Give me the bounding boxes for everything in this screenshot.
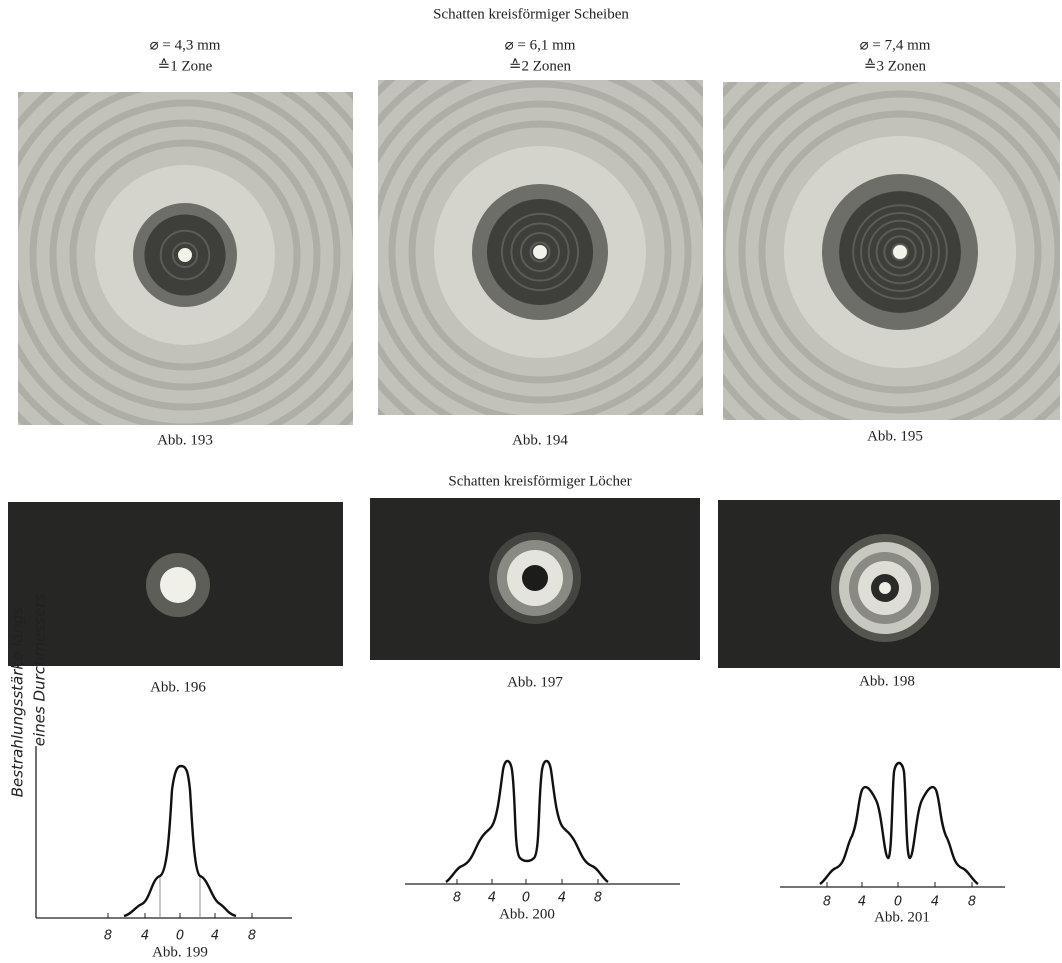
tick-label: 0 [522,891,530,906]
profile-plot: Abb. 201 [780,761,1005,925]
caption: Abb. 199 [152,944,208,960]
caption: Abb. 201 [874,909,930,925]
caption: Abb. 197 [507,674,563,690]
tick-label: 8 [594,891,602,906]
caption: Abb. 200 [499,906,555,922]
photo [718,500,1060,668]
section-title: Schatten kreisförmiger Löcher [448,473,631,489]
tick-label: 8 [104,929,112,944]
tick-label: 4 [931,895,939,910]
tick-label: 0 [176,929,184,944]
caption: Abb. 198 [859,673,915,689]
diameter: ⌀ = 4,3 mm [150,37,221,53]
caption: Abb. 196 [150,679,206,695]
tick-label: 0 [894,895,902,910]
tick-label: 4 [211,929,219,944]
diameter: ⌀ = 7,4 mm [860,37,931,53]
section-title: Schatten kreisförmiger Scheiben [433,6,629,22]
profile-plot: Abb. 200 [405,759,680,922]
photo [723,82,1060,420]
tick-label: 8 [823,895,831,910]
photo [370,498,700,660]
caption: Abb. 194 [512,432,568,448]
zones: ≙1 Zone [158,57,213,74]
caption: Abb. 193 [157,432,213,448]
tick-label: 4 [141,929,149,944]
photo [8,502,343,666]
axis-label: Bestrahlungsstärke längs [9,607,27,798]
tick-label: 8 [968,895,976,910]
tick-label: 8 [453,891,461,906]
diameter: ⌀ = 6,1 mm [505,37,576,53]
zones: ≙2 Zonen [509,57,572,74]
tick-label: 4 [488,891,496,906]
tick-label: 8 [248,929,256,944]
tick-label: 4 [858,895,866,910]
axis-label: eines Durchmessers [31,594,49,747]
tick-label: 4 [558,891,566,906]
zones: ≙3 Zonen [864,57,927,74]
profile-plot: Bestrahlungsstärke längs eines Durchmess… [9,594,292,960]
photo [18,92,353,425]
caption: Abb. 195 [867,428,923,444]
photo [378,80,703,415]
